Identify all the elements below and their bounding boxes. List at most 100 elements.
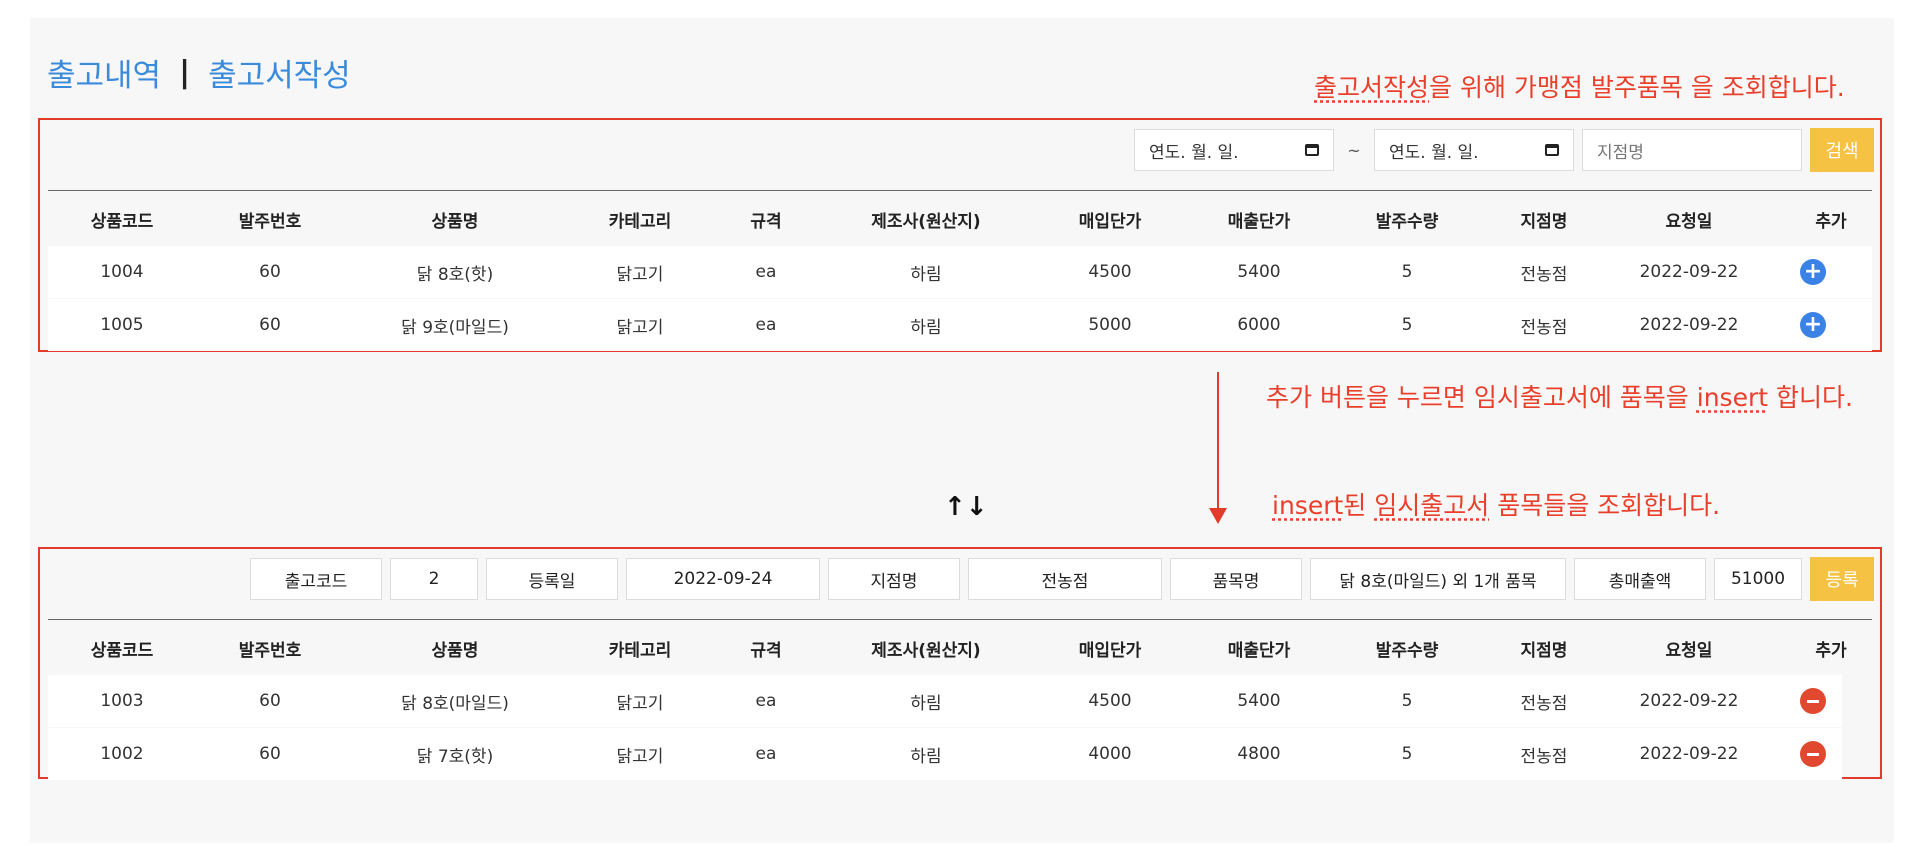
column-header: 상품명: [431, 211, 479, 232]
column-header: 규격: [750, 211, 782, 232]
cell-request-date: 2022-09-22: [1639, 315, 1739, 335]
cell-sell-price: 4800: [1237, 744, 1281, 764]
temp-shipment-panel: 출고코드 2 등록일 2022-09-24 지점명 전농점 품목명 닭 8호(마…: [38, 547, 1882, 780]
column-header: 매입단가: [1078, 211, 1142, 232]
branch-search-placeholder: 지점명: [1597, 142, 1644, 163]
top-nav: 출고내역 | 출고서작성: [47, 52, 351, 94]
column-header: 발주번호: [238, 211, 302, 232]
annotation-top-link: 출고서작성: [1314, 73, 1430, 102]
cell-maker: 하림: [910, 693, 942, 714]
cell-category: 닭고기: [616, 746, 664, 767]
cell-spec: ea: [755, 315, 777, 335]
order-items-panel: 연도. 월. 일. ~ 연도. 월. 일. 지점명 검색 상품코드 발주번호 상…: [38, 118, 1882, 352]
add-button[interactable]: +: [1754, 299, 1872, 351]
order-table-header: 상품코드 발주번호 상품명 카테고리 규격 제조사(원산지) 매입단가 매출단가…: [48, 192, 1872, 246]
cell-branch: 전농점: [1520, 317, 1568, 338]
cell-product-code: 1005: [100, 315, 144, 335]
flow-arrow-line: [1217, 372, 1219, 512]
cell-order-no: 60: [259, 691, 281, 711]
annotation-middle-text: 추가 버튼을 누르면 임시출고서에 품목을: [1266, 383, 1697, 412]
total-sales-label: 총매출액: [1574, 558, 1706, 600]
column-header: 추가: [1815, 640, 1847, 661]
cell-buy-price: 4000: [1088, 744, 1132, 764]
cell-branch: 전농점: [1520, 264, 1568, 285]
column-header: 상품코드: [90, 211, 154, 232]
cell-spec: ea: [755, 744, 777, 764]
shipment-code-label: 출고코드: [250, 558, 382, 600]
cell-maker: 하림: [910, 264, 942, 285]
search-button[interactable]: 검색: [1810, 128, 1874, 172]
cell-request-date: 2022-09-22: [1639, 262, 1739, 282]
nav-separator: |: [179, 54, 191, 90]
cell-order-no: 60: [259, 744, 281, 764]
cell-request-date: 2022-09-22: [1639, 691, 1739, 711]
cell-category: 닭고기: [616, 693, 664, 714]
cell-sell-price: 5400: [1237, 691, 1281, 711]
cell-sell-price: 6000: [1237, 315, 1281, 335]
column-header: 발주수량: [1375, 211, 1439, 232]
item-name-value: 닭 8호(마일드) 외 1개 품목: [1310, 558, 1566, 600]
date-to-input[interactable]: 연도. 월. 일.: [1374, 129, 1574, 171]
register-button[interactable]: 등록: [1810, 557, 1874, 601]
total-sales-value: 51000: [1714, 558, 1802, 600]
annotation-bottom-mid: 된: [1343, 491, 1375, 520]
column-header: 상품명: [431, 640, 479, 661]
branch-value: 전농점: [968, 558, 1162, 600]
annotation-bottom-link2: 임시출고서: [1374, 491, 1490, 520]
column-header: 지점명: [1520, 211, 1568, 232]
column-header: 매입단가: [1078, 640, 1142, 661]
plus-circle-icon[interactable]: +: [1800, 259, 1826, 285]
cell-spec: ea: [755, 262, 777, 282]
table-row: 1004 60 닭 8호(핫) 닭고기 ea 하림 4500 5400 5 전농…: [48, 246, 1842, 298]
annotation-bottom-link1: insert: [1272, 491, 1344, 520]
plus-circle-icon[interactable]: +: [1800, 312, 1826, 338]
cell-quantity: 5: [1401, 315, 1413, 335]
remove-button[interactable]: [1754, 675, 1872, 727]
cell-branch: 전농점: [1520, 693, 1568, 714]
nav-link-create[interactable]: 출고서작성: [208, 57, 351, 94]
add-button[interactable]: +: [1754, 246, 1872, 298]
cell-quantity: 5: [1401, 262, 1413, 282]
annotation-top: 출고서작성을 위해 가맹점 발주품목 을 조회합니다.: [1314, 68, 1845, 104]
calendar-icon[interactable]: [1545, 144, 1559, 156]
remove-button[interactable]: [1754, 728, 1872, 780]
cell-maker: 하림: [910, 317, 942, 338]
date-from-input[interactable]: 연도. 월. 일.: [1134, 129, 1334, 171]
nav-link-history[interactable]: 출고내역: [47, 57, 162, 94]
cell-product-code: 1002: [100, 744, 144, 764]
cell-buy-price: 5000: [1088, 315, 1132, 335]
branch-search-input[interactable]: 지점명: [1582, 129, 1802, 171]
column-header: 요청일: [1665, 640, 1713, 661]
annotation-bottom-text: 품목들을 조회합니다.: [1489, 491, 1721, 520]
shipment-code-value: 2: [390, 558, 478, 600]
table-row: 1002 60 닭 7호(핫) 닭고기 ea 하림 4000 4800 5 전농…: [48, 728, 1842, 780]
calendar-icon[interactable]: [1305, 144, 1319, 156]
cell-order-no: 60: [259, 262, 281, 282]
column-header: 카테고리: [608, 211, 672, 232]
table-row: 1005 60 닭 9호(마일드) 닭고기 ea 하림 5000 6000 5 …: [48, 299, 1842, 351]
cell-buy-price: 4500: [1088, 262, 1132, 282]
cell-order-no: 60: [259, 315, 281, 335]
minus-circle-icon[interactable]: [1800, 688, 1826, 714]
cell-spec: ea: [755, 691, 777, 711]
column-header: 제조사(원산지): [871, 211, 981, 232]
minus-circle-icon[interactable]: [1800, 741, 1826, 767]
column-header: 규격: [750, 640, 782, 661]
annotation-middle: 추가 버튼을 누르면 임시출고서에 품목을 insert 합니다.: [1266, 378, 1853, 414]
annotation-bottom: insert된 임시출고서 품목들을 조회합니다.: [1272, 486, 1720, 522]
date-range-separator: ~: [1347, 140, 1361, 160]
column-header: 요청일: [1665, 211, 1713, 232]
cell-request-date: 2022-09-22: [1639, 744, 1739, 764]
summary-toolbar: 출고코드 2 등록일 2022-09-24 지점명 전농점 품목명 닭 8호(마…: [250, 557, 1874, 601]
column-header: 매출단가: [1227, 211, 1291, 232]
column-header: 제조사(원산지): [871, 640, 981, 661]
search-toolbar: 연도. 월. 일. ~ 연도. 월. 일. 지점명 검색: [1134, 128, 1874, 172]
annotation-middle-suffix: 합니다.: [1768, 383, 1853, 412]
cell-product-name: 닭 7호(핫): [416, 746, 494, 767]
annotation-top-text: 을 위해 가맹점 발주품목 을 조회합니다.: [1429, 73, 1845, 102]
column-header: 추가: [1815, 211, 1847, 232]
cell-product-code: 1004: [100, 262, 144, 282]
column-header: 상품코드: [90, 640, 154, 661]
date-from-placeholder: 연도. 월. 일.: [1149, 142, 1239, 163]
temp-table-header: 상품코드 발주번호 상품명 카테고리 규격 제조사(원산지) 매입단가 매출단가…: [48, 621, 1872, 675]
